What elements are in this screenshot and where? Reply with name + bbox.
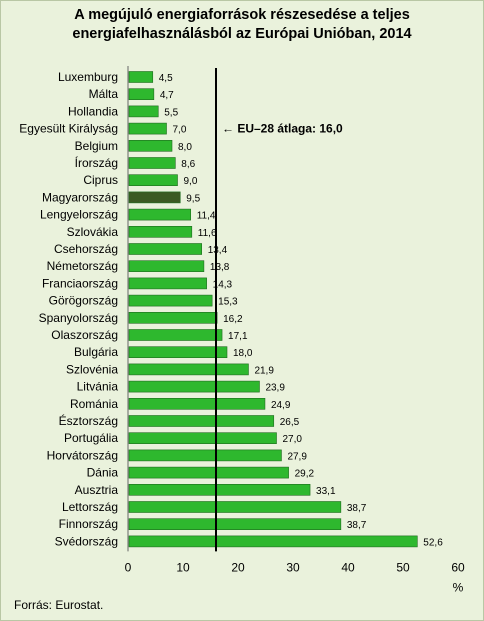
value-label-litvania: 23,9 xyxy=(265,383,285,394)
value-label-csehorszag: 13,4 xyxy=(208,245,228,256)
bar-litvania xyxy=(128,380,260,393)
bar-spanyolorszag xyxy=(128,311,218,324)
chart-title: A megújuló energiaforrások részesedése a… xyxy=(0,6,484,44)
category-label-portugalia: Portugália xyxy=(64,431,118,445)
bar-magyarorszag xyxy=(128,191,181,204)
category-label-romania: Románia xyxy=(70,397,118,411)
value-label-malta: 4,7 xyxy=(160,90,174,101)
category-label-lettorszag: Lettország xyxy=(62,500,118,514)
value-label-horvatorszag: 27,9 xyxy=(287,451,307,462)
x-tick-20: 20 xyxy=(231,560,245,574)
bar-olaszorszag xyxy=(128,329,223,341)
bar-egyesult-kiralysag xyxy=(128,122,167,135)
value-label-spanyolorszag: 16,2 xyxy=(223,314,243,325)
value-label-magyarorszag: 9,5 xyxy=(186,193,200,204)
bar-franciaorszag xyxy=(128,277,207,290)
value-label-szlovenia: 21,9 xyxy=(254,365,274,376)
value-label-egyesult-kiralysag: 7,0 xyxy=(173,125,187,136)
category-label-egyesult-kiralysag: Egyesült Királyság xyxy=(19,122,118,136)
category-label-gorogorszag: Görögország xyxy=(49,294,118,308)
value-label-ausztria: 33,1 xyxy=(316,486,336,497)
bar-finnorszag xyxy=(128,518,342,531)
bar-csehorszag xyxy=(128,243,202,255)
bar-portugalia xyxy=(128,432,277,445)
category-label-olaszorszag: Olaszország xyxy=(51,328,118,342)
source-note: Forrás: Eurostat. xyxy=(14,598,104,612)
category-label-ausztria: Ausztria xyxy=(75,483,119,497)
category-label-svedorszag: Svédország xyxy=(55,534,118,548)
x-axis-label: % xyxy=(453,580,464,594)
category-label-franciaorszag: Franciaország xyxy=(42,276,118,290)
value-label-belgium: 8,0 xyxy=(178,142,192,153)
value-label-gorogorszag: 15,3 xyxy=(218,297,238,308)
value-label-franciaorszag: 14,3 xyxy=(213,279,233,290)
x-tick-30: 30 xyxy=(286,560,300,574)
bar-ciprus xyxy=(128,174,178,186)
category-label-bulgaria: Bulgária xyxy=(74,345,118,359)
bar-esztorszag xyxy=(128,415,275,427)
category-label-finnorszag: Finnország xyxy=(59,517,118,531)
value-label-bulgaria: 18,0 xyxy=(233,348,253,359)
bar-bulgaria xyxy=(128,346,228,359)
category-label-dania: Dánia xyxy=(87,466,119,480)
category-label-belgium: Belgium xyxy=(75,139,118,153)
value-label-romania: 24,9 xyxy=(271,400,291,411)
bar-szlovenia xyxy=(128,363,249,376)
title-line-1: A megújuló energiaforrások részesedése a… xyxy=(74,7,410,23)
value-label-dania: 29,2 xyxy=(295,469,315,480)
category-label-horvatorszag: Horvátország xyxy=(47,448,118,462)
value-label-lengyelorszag: 11,4 xyxy=(197,211,216,222)
bar-szlovakia xyxy=(128,226,193,238)
x-tick-40: 40 xyxy=(341,560,355,574)
category-label-ciprus: Ciprus xyxy=(83,173,118,187)
value-label-svedorszag: 52,6 xyxy=(423,537,443,548)
bar-luxemburg xyxy=(128,71,154,83)
value-label-ciprus: 9,0 xyxy=(184,176,198,187)
bar-hollandia xyxy=(128,105,159,118)
bar-romania xyxy=(128,397,266,410)
value-label-nemetorszag: 13,8 xyxy=(210,262,230,273)
value-label-luxemburg: 4,5 xyxy=(159,73,173,84)
value-label-lettorszag: 38,7 xyxy=(347,503,367,514)
category-label-luxemburg: Luxemburg xyxy=(58,70,118,84)
value-label-szlovakia: 11,6 xyxy=(198,228,217,239)
x-tick-10: 10 xyxy=(176,560,190,574)
title-line-2: energiafelhasználásból az Európai Unióba… xyxy=(72,26,412,42)
category-label-magyarorszag: Magyarország xyxy=(42,190,118,204)
x-tick-50: 50 xyxy=(396,560,410,574)
category-label-csehorszag: Csehország xyxy=(54,242,118,256)
category-label-litvania: Litvánia xyxy=(77,380,119,394)
bar-irorszag xyxy=(128,157,176,169)
bar-dania xyxy=(128,466,289,479)
category-label-szlovenia: Szlovénia xyxy=(66,362,118,376)
category-label-irorszag: Írország xyxy=(75,155,118,170)
category-label-nemetorszag: Németország xyxy=(47,259,118,273)
category-label-szlovakia: Szlovákia xyxy=(67,225,119,239)
x-tick-60: 60 xyxy=(451,560,465,574)
bar-lengyelorszag xyxy=(128,208,192,221)
bar-malta xyxy=(128,88,155,100)
bar-ausztria xyxy=(128,483,311,496)
value-label-finnorszag: 38,7 xyxy=(347,520,367,531)
bar-nemetorszag xyxy=(128,260,205,273)
bar-horvatorszag xyxy=(128,449,282,462)
x-tick-0: 0 xyxy=(125,560,132,574)
value-label-olaszorszag: 17,1 xyxy=(228,331,248,342)
value-label-irorszag: 8,6 xyxy=(181,159,195,170)
category-label-malta: Málta xyxy=(89,87,119,101)
category-label-spanyolorszag: Spanyolország xyxy=(39,311,118,325)
category-label-hollandia: Hollandia xyxy=(68,104,118,118)
value-label-esztorszag: 26,5 xyxy=(280,417,300,428)
bar-lettorszag xyxy=(128,501,342,513)
category-label-lengyelorszag: Lengyelország xyxy=(40,208,118,222)
eu-average-label: ← EU–28 átlaga: 16,0 xyxy=(222,122,343,136)
bar-svedorszag xyxy=(128,535,418,548)
bar-gorogorszag xyxy=(128,294,213,307)
category-label-esztorszag: Észtország xyxy=(59,413,118,428)
value-label-portugalia: 27,0 xyxy=(283,434,303,445)
bar-belgium xyxy=(128,140,173,152)
value-label-hollandia: 5,5 xyxy=(164,107,178,118)
